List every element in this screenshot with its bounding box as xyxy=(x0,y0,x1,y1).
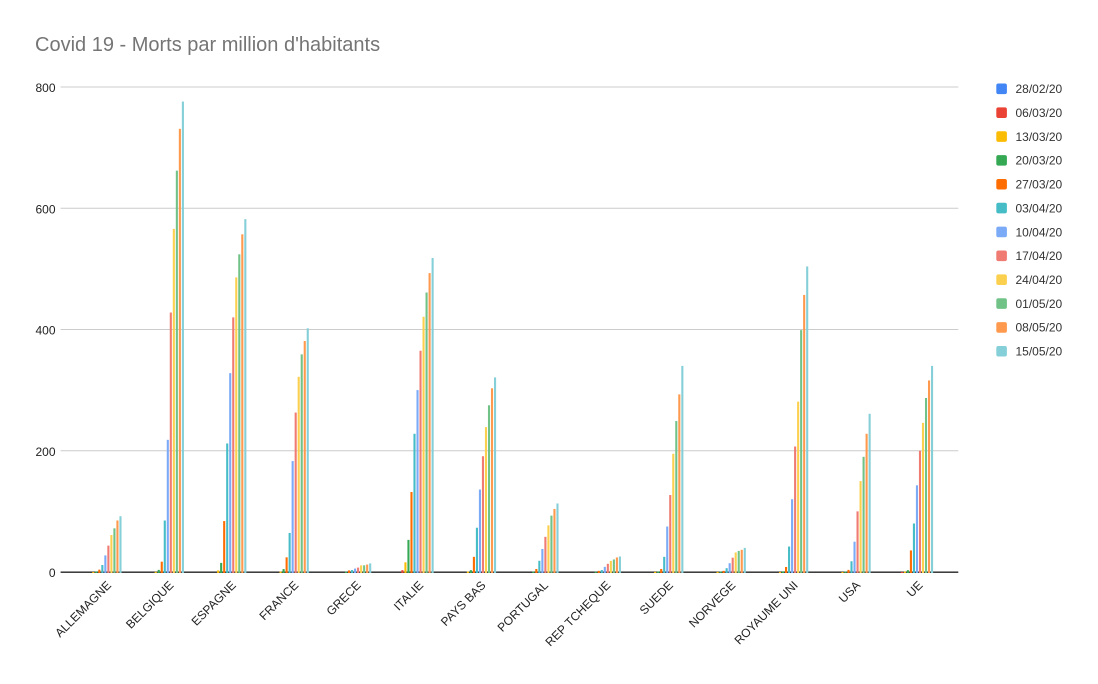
svg-text:24/04/20: 24/04/20 xyxy=(1016,273,1063,287)
svg-text:20/03/20: 20/03/20 xyxy=(1016,154,1063,168)
svg-text:600: 600 xyxy=(35,202,55,216)
svg-text:15/05/20: 15/05/20 xyxy=(1016,345,1063,359)
svg-text:17/04/20: 17/04/20 xyxy=(1016,249,1063,263)
svg-text:06/03/20: 06/03/20 xyxy=(1016,106,1063,120)
svg-text:Covid 19 - Morts par million d: Covid 19 - Morts par million d'habitants xyxy=(35,34,380,56)
svg-text:01/05/20: 01/05/20 xyxy=(1016,297,1063,311)
svg-text:400: 400 xyxy=(35,324,55,338)
svg-text:03/04/20: 03/04/20 xyxy=(1016,201,1063,215)
svg-text:0: 0 xyxy=(49,566,56,580)
svg-text:200: 200 xyxy=(35,445,55,459)
svg-text:08/05/20: 08/05/20 xyxy=(1016,321,1063,335)
svg-text:28/02/20: 28/02/20 xyxy=(1016,82,1063,96)
svg-text:27/03/20: 27/03/20 xyxy=(1016,178,1063,192)
svg-text:800: 800 xyxy=(35,81,55,95)
svg-text:13/03/20: 13/03/20 xyxy=(1016,130,1063,144)
svg-text:10/04/20: 10/04/20 xyxy=(1016,225,1063,239)
